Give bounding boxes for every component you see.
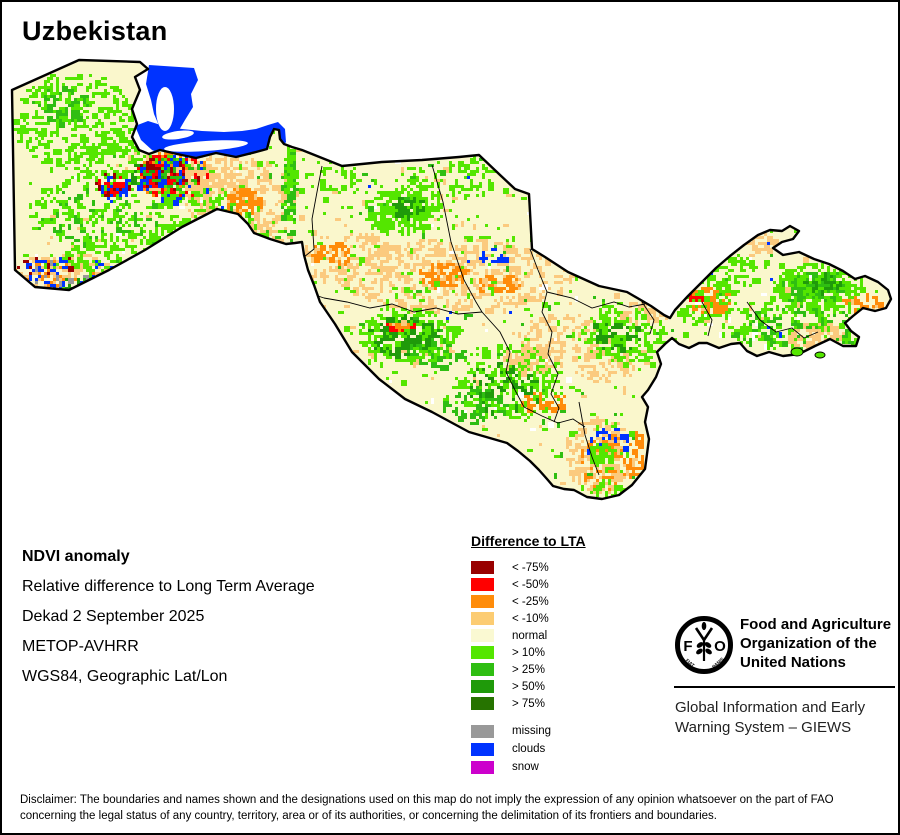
fao-name-line: United Nations	[740, 654, 846, 671]
fao-name-line: Organization of the	[740, 635, 877, 652]
legend-label: normal	[512, 629, 548, 642]
info-line-projection: WGS84, Geographic Lat/Lon	[22, 668, 228, 685]
legend-label: > 50%	[512, 680, 545, 693]
info-heading: NDVI anomaly	[22, 548, 130, 565]
legend-label: clouds	[512, 743, 546, 755]
legend-swatch	[471, 629, 494, 642]
fao-divider	[674, 686, 895, 688]
ndvi-map	[10, 58, 893, 501]
info-line-dekad: Dekad 2 September 2025	[22, 608, 205, 625]
legend-group-gap	[471, 712, 641, 722]
legend-row: > 75%	[471, 695, 641, 712]
legend: Difference to LTA < -75% < -50% < -25% < -1…	[471, 533, 641, 776]
fao-logo-icon: F O FIAT PANIS	[675, 616, 733, 674]
legend-label: > 25%	[512, 663, 545, 676]
legend-swatch	[471, 578, 494, 591]
disclaimer-line: concerning the legal status of any count…	[20, 810, 717, 822]
legend-row: < -50%	[471, 576, 641, 593]
giews-line: Warning System – GIEWS	[675, 719, 852, 736]
legend-row: snow	[471, 758, 641, 776]
map-islet	[814, 351, 826, 359]
legend-label: < -75%	[512, 561, 549, 574]
legend-swatch	[471, 612, 494, 625]
fao-letter-f: F	[683, 638, 692, 655]
legend-rows: < -75% < -50% < -25% < -10% normal > 10% > 25%…	[471, 559, 641, 776]
legend-swatch	[471, 760, 494, 774]
disclaimer-line: Disclaimer: The boundaries and names sho…	[20, 794, 834, 806]
fao-name: Food and Agriculture Organization of the…	[740, 615, 891, 672]
legend-label: snow	[512, 761, 539, 773]
legend-label: < -50%	[512, 578, 549, 591]
info-line-sensor: METOP-AVHRR	[22, 638, 139, 655]
disclaimer: Disclaimer: The boundaries and names sho…	[20, 792, 888, 824]
legend-row: missing	[471, 722, 641, 740]
admin-boundaries	[303, 164, 819, 476]
page-title: Uzbekistan	[22, 16, 168, 46]
legend-swatch	[471, 561, 494, 574]
legend-swatch	[471, 646, 494, 659]
country-outline	[10, 58, 893, 501]
legend-swatch	[471, 742, 494, 756]
legend-swatch	[471, 680, 494, 693]
legend-label: < -25%	[512, 595, 549, 608]
legend-swatch	[471, 724, 494, 738]
legend-swatch	[471, 663, 494, 676]
giews-line: Global Information and Early	[675, 699, 866, 716]
legend-swatch	[471, 697, 494, 710]
legend-label: > 10%	[512, 646, 545, 659]
legend-row: < -75%	[471, 559, 641, 576]
fao-name-line: Food and Agriculture	[740, 616, 892, 633]
wheat-ear-icon	[694, 621, 714, 661]
legend-label: missing	[512, 725, 551, 737]
legend-row: > 25%	[471, 661, 641, 678]
legend-label: > 75%	[512, 697, 545, 710]
map-islet	[790, 347, 804, 357]
fao-letter-o: O	[714, 638, 726, 655]
legend-title: Difference to LTA	[471, 533, 586, 549]
legend-label: < -10%	[512, 612, 549, 625]
legend-row: clouds	[471, 740, 641, 758]
legend-row: > 50%	[471, 678, 641, 695]
legend-row: normal	[471, 627, 641, 644]
legend-row: < -25%	[471, 593, 641, 610]
legend-swatch	[471, 595, 494, 608]
map-info-block: NDVI anomaly Relative difference to Long…	[22, 542, 315, 692]
legend-row: < -10%	[471, 610, 641, 627]
giews-name: Global Information and Early Warning Sys…	[675, 698, 865, 738]
info-line-subtitle: Relative difference to Long Term Average	[22, 578, 315, 595]
legend-row: > 10%	[471, 644, 641, 661]
fao-motto-fiat: FIAT	[685, 658, 696, 668]
